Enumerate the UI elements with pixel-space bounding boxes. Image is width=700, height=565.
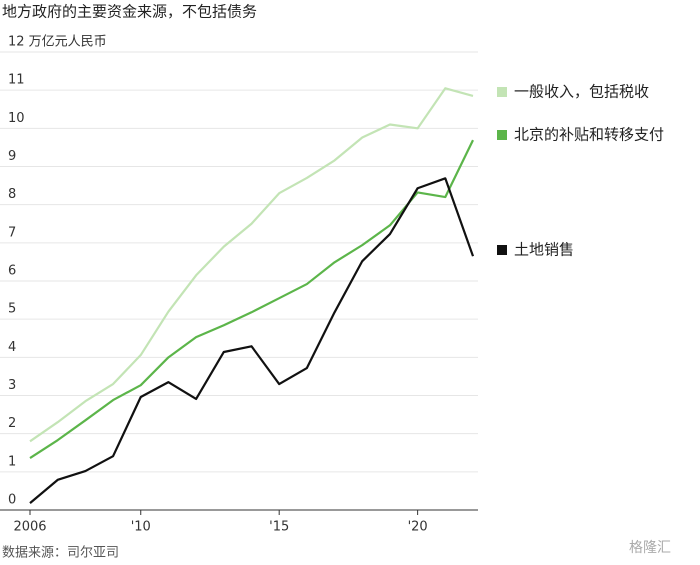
y-tick-label: 5 — [8, 302, 16, 317]
y-tick-label: 3 — [8, 378, 16, 393]
x-tick-label: '10 — [131, 520, 151, 535]
series-line — [29, 177, 475, 504]
x-tick-label: '20 — [408, 520, 428, 535]
legend-label: 北京的补贴和转移支付 — [514, 126, 664, 144]
legend-swatch — [497, 130, 507, 140]
legend-swatch — [497, 245, 507, 255]
y-tick-label: 12 万亿元人民币 — [8, 35, 107, 50]
y-tick-label: 10 — [8, 111, 25, 126]
legend-swatch — [497, 87, 507, 97]
y-tick-label: 6 — [8, 264, 16, 279]
series-line — [29, 87, 474, 443]
y-tick-label: 9 — [8, 149, 16, 164]
y-tick-label: 1 — [8, 454, 16, 469]
y-tick-label: 4 — [8, 340, 16, 355]
y-tick-label: 7 — [8, 225, 16, 240]
series-line — [29, 139, 474, 460]
x-tick-label: 2006 — [13, 520, 46, 535]
watermark: 格隆汇 — [629, 540, 671, 556]
y-tick-label: 8 — [8, 187, 16, 202]
legend-label: 土地销售 — [514, 241, 574, 259]
x-tick-label: '15 — [269, 520, 289, 535]
chart-title: 地方政府的主要资金来源，不包括债务 — [2, 3, 257, 21]
y-tick-label: 2 — [8, 416, 16, 431]
legend-label: 一般收入，包括税收 — [514, 83, 649, 101]
source: 数据来源：司尔亚司 — [2, 546, 119, 561]
y-tick-label: 11 — [8, 73, 25, 88]
y-tick-label: 0 — [8, 493, 16, 508]
